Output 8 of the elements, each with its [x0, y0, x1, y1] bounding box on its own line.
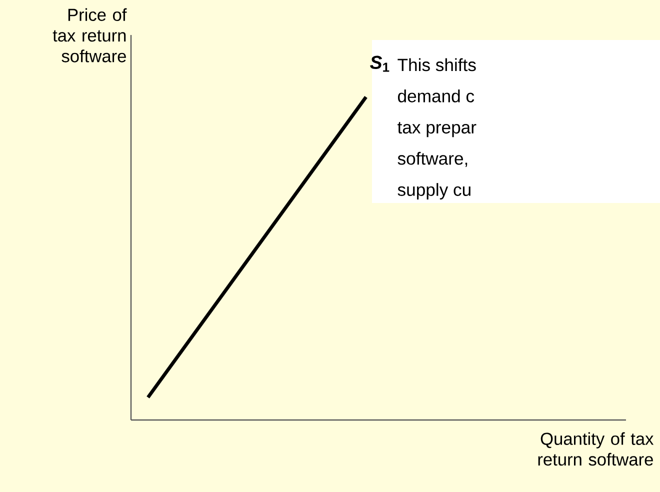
annotation: tax prepar: [398, 122, 476, 138]
x-axis-title: Quantity of tax return software: [538, 432, 654, 466]
y-axis-title: Price of tax return software: [52, 8, 127, 62]
text: This shifts: [398, 58, 476, 72]
annotation: demand c: [398, 89, 474, 102]
text: S$_{1}$: [370, 56, 390, 72]
annotation: software,: [398, 152, 468, 167]
annotation: supply cu: [398, 183, 470, 200]
